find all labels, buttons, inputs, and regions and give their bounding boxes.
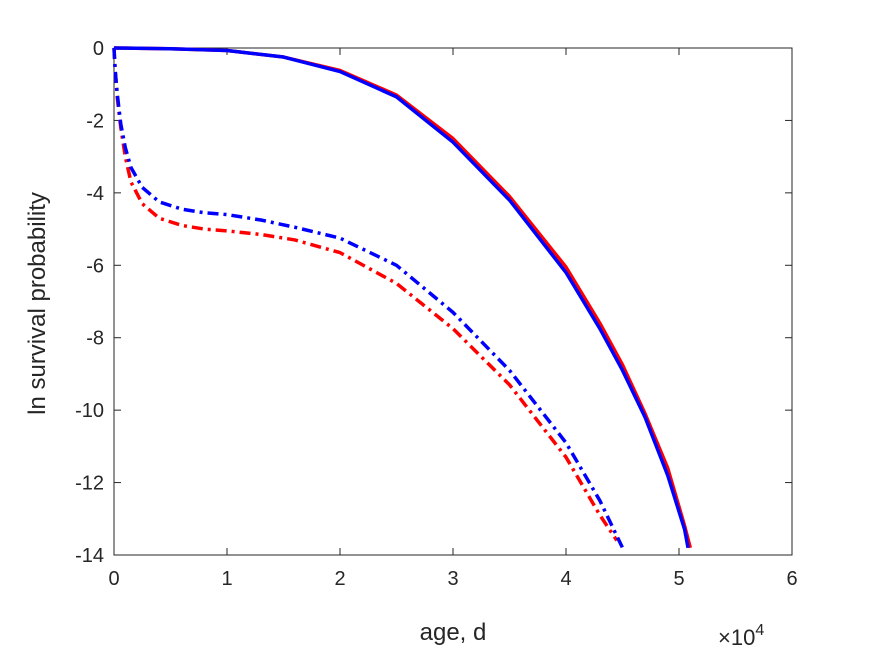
axis-ticks: 0 1 2 3 4 5 6 0 -2 -4 -6 -8 -10 -12 -14	[75, 38, 797, 590]
x-tick-label: 0	[108, 568, 119, 590]
plot-frame	[113, 47, 793, 556]
x-tick-label: 3	[447, 568, 458, 590]
y-tick-label: -12	[75, 473, 104, 495]
x-tick-label: 4	[560, 568, 571, 590]
series-line-3	[112, 47, 619, 542]
y-tick-label: -10	[75, 400, 104, 422]
y-tick-label: -4	[86, 183, 104, 205]
axis-labels: age, d ln survival probability ×104	[24, 192, 764, 650]
y-tick-label: -2	[86, 110, 104, 132]
x-tick-label: 6	[786, 568, 797, 590]
y-tick-label: -6	[86, 255, 104, 277]
y-tick-label: -14	[75, 545, 104, 567]
series-layer	[112, 46, 692, 549]
y-tick-label: -8	[86, 328, 104, 350]
x-tick-label: 2	[334, 568, 345, 590]
x-axis-multiplier-exponent: 4	[755, 622, 764, 639]
x-axis-label: age, d	[420, 619, 487, 646]
x-axis-multiplier: ×104	[718, 622, 764, 650]
series-line-2	[113, 46, 690, 549]
x-axis-multiplier-base: ×10	[718, 625, 755, 650]
x-tick-label: 5	[673, 568, 684, 590]
x-tick-label: 1	[221, 568, 232, 590]
series-line-4	[112, 47, 625, 549]
y-tick-label: 0	[93, 38, 104, 60]
y-axis-label: ln survival probability	[24, 192, 51, 415]
plot-area	[113, 47, 793, 556]
